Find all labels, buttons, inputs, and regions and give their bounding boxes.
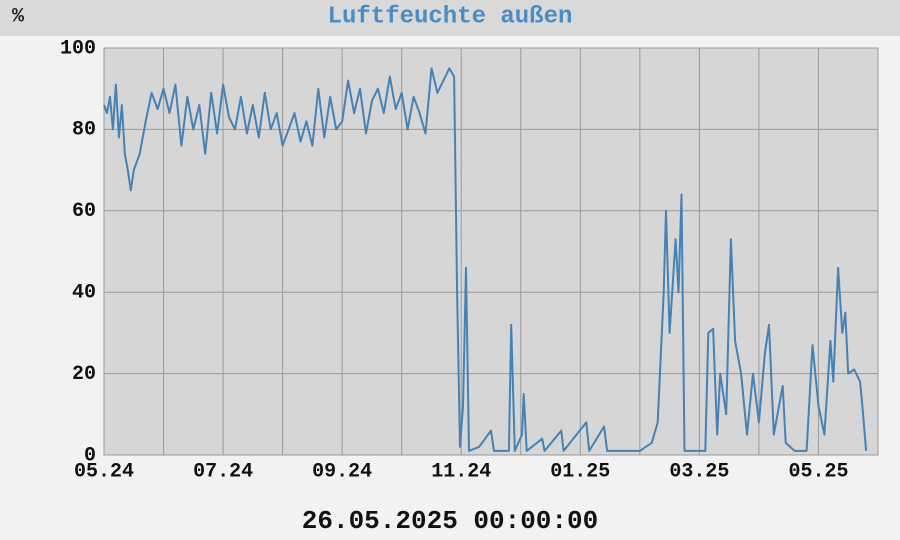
x-tick-label: 05.24 bbox=[74, 460, 134, 483]
y-tick-label: 0 bbox=[84, 444, 96, 467]
x-tick-label: 11.24 bbox=[431, 460, 491, 483]
data-line bbox=[103, 67, 868, 452]
plot-area bbox=[103, 47, 879, 456]
x-tick-label: 05.25 bbox=[788, 460, 848, 483]
y-tick-label: 20 bbox=[72, 363, 96, 386]
x-tick-label: 03.25 bbox=[669, 460, 729, 483]
y-tick-label: 100 bbox=[60, 37, 96, 60]
y-unit: % bbox=[12, 5, 25, 28]
y-tick-label: 80 bbox=[72, 119, 96, 142]
timestamp: 26.05.2025 00:00:00 bbox=[302, 506, 598, 536]
x-tick-label: 07.24 bbox=[193, 460, 253, 483]
x-tick-label: 09.24 bbox=[312, 460, 372, 483]
y-tick-label: 40 bbox=[72, 281, 96, 304]
x-tick-label: 01.25 bbox=[550, 460, 610, 483]
chart-title: Luftfeuchte außen bbox=[328, 3, 573, 30]
header-bar bbox=[0, 0, 900, 36]
y-tick-label: 60 bbox=[72, 200, 96, 223]
